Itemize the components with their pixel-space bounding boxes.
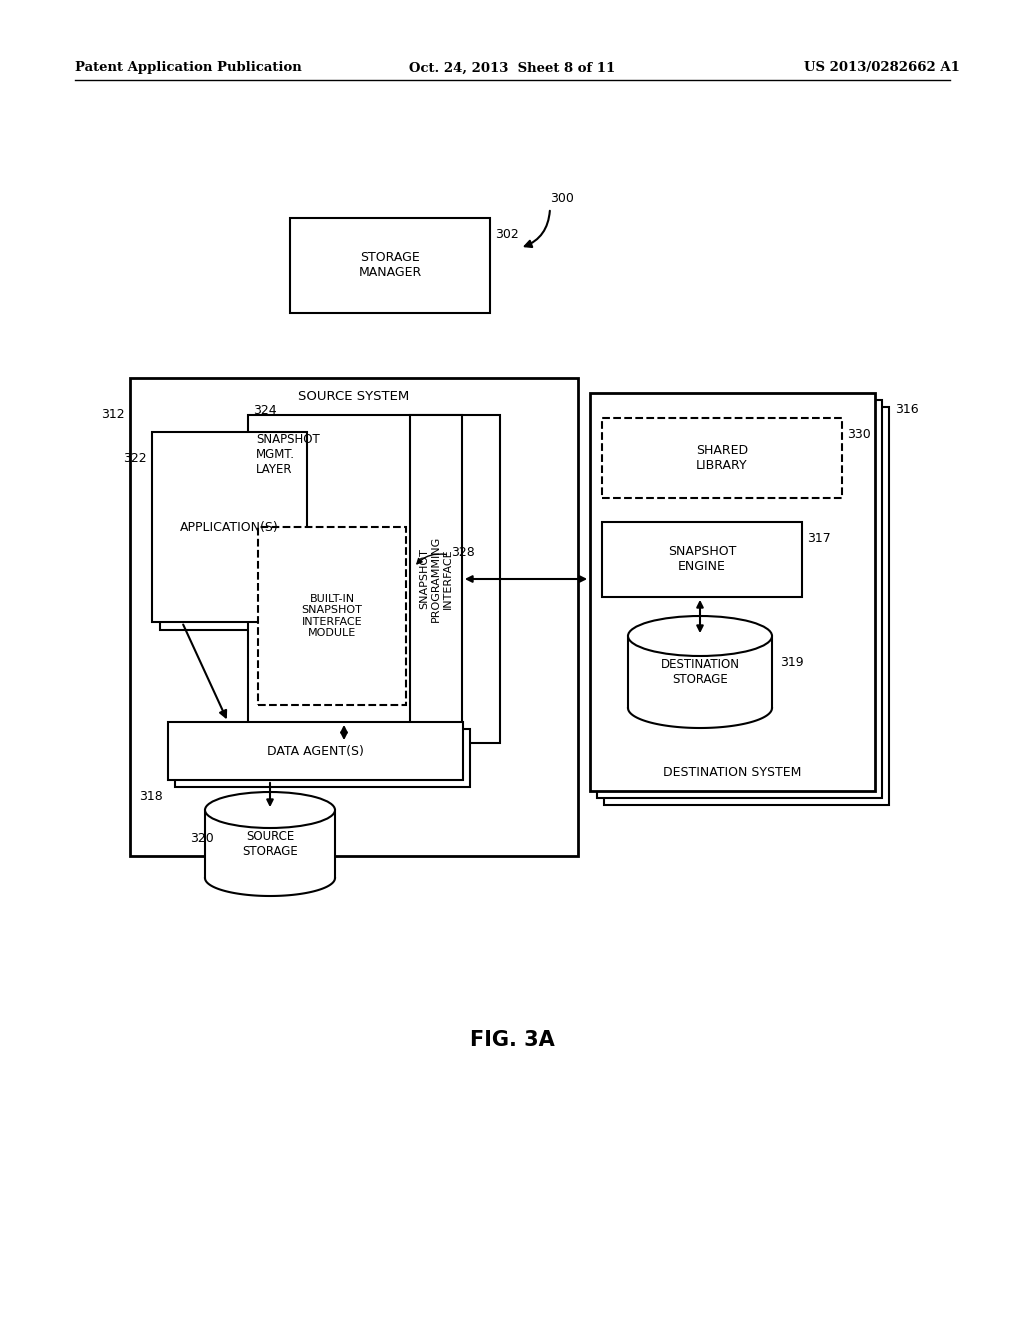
Text: 320: 320 — [190, 832, 214, 845]
Text: DATA AGENT(S): DATA AGENT(S) — [266, 744, 364, 758]
Text: 328: 328 — [451, 545, 475, 558]
Bar — [602, 521, 802, 597]
Text: 330: 330 — [847, 428, 870, 441]
Bar — [205, 810, 335, 878]
Text: 316: 316 — [895, 403, 919, 416]
Text: SNAPSHOT
PROGRAMMING
INTERFACE: SNAPSHOT PROGRAMMING INTERFACE — [420, 536, 453, 622]
Text: 312: 312 — [101, 408, 125, 421]
Bar — [410, 414, 462, 743]
Text: 326: 326 — [263, 516, 287, 529]
Text: 324: 324 — [253, 404, 276, 417]
Text: US 2013/0282662 A1: US 2013/0282662 A1 — [804, 62, 961, 74]
Text: Oct. 24, 2013  Sheet 8 of 11: Oct. 24, 2013 Sheet 8 of 11 — [409, 62, 615, 74]
Bar — [602, 418, 842, 498]
Text: SNAPSHOT
MGMT.
LAYER: SNAPSHOT MGMT. LAYER — [256, 433, 319, 477]
Text: SOURCE SYSTEM: SOURCE SYSTEM — [298, 389, 410, 403]
Text: FIG. 3A: FIG. 3A — [470, 1030, 554, 1049]
Text: 317: 317 — [807, 532, 830, 545]
Bar — [590, 393, 874, 791]
Bar — [258, 527, 406, 705]
Text: STORAGE
MANAGER: STORAGE MANAGER — [358, 251, 422, 279]
Ellipse shape — [205, 792, 335, 828]
Bar — [160, 440, 315, 630]
Text: 300: 300 — [550, 191, 573, 205]
Bar — [152, 432, 307, 622]
Bar — [175, 729, 470, 787]
Bar — [290, 218, 490, 313]
Text: DESTINATION
STORAGE: DESTINATION STORAGE — [660, 657, 739, 686]
Text: DESTINATION SYSTEM: DESTINATION SYSTEM — [663, 767, 801, 780]
Text: 319: 319 — [780, 656, 804, 669]
Text: BUILT-IN
SNAPSHOT
INTERFACE
MODULE: BUILT-IN SNAPSHOT INTERFACE MODULE — [301, 594, 362, 639]
Text: 302: 302 — [495, 228, 519, 242]
Text: Patent Application Publication: Patent Application Publication — [75, 62, 302, 74]
Text: SNAPSHOT
ENGINE: SNAPSHOT ENGINE — [668, 545, 736, 573]
Bar — [248, 414, 500, 743]
Text: SOURCE
STORAGE: SOURCE STORAGE — [242, 830, 298, 858]
Text: 322: 322 — [123, 451, 147, 465]
Ellipse shape — [628, 616, 772, 656]
Bar — [628, 636, 772, 708]
Bar — [168, 722, 463, 780]
Text: 318: 318 — [139, 789, 163, 803]
Text: SHARED
LIBRARY: SHARED LIBRARY — [696, 444, 749, 473]
Bar — [130, 378, 578, 855]
Bar — [597, 400, 882, 799]
Bar — [604, 407, 889, 805]
Text: APPLICATION(S): APPLICATION(S) — [179, 520, 279, 533]
